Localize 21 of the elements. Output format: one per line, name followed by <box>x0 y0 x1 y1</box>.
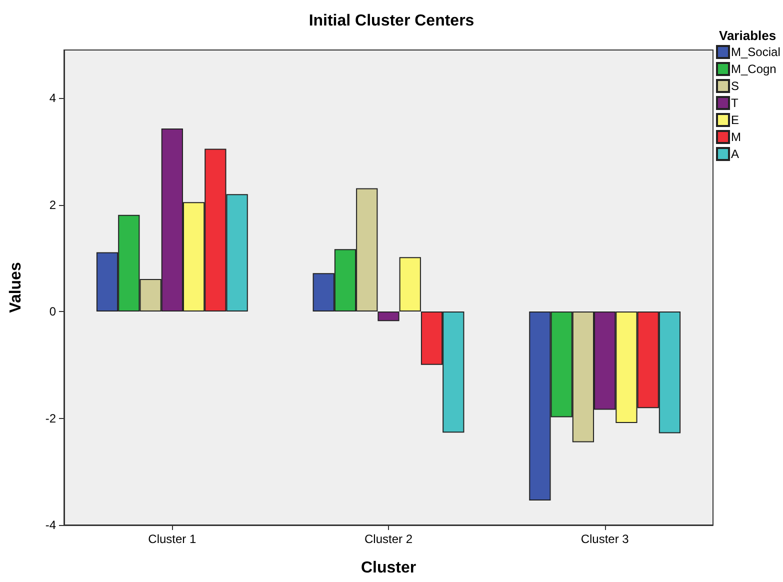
legend-label: M_Social <box>731 45 780 59</box>
legend-label: T <box>731 96 739 110</box>
legend-label: M <box>731 130 741 144</box>
x-tick-label: Cluster 1 <box>148 532 196 546</box>
legend-title: Variables <box>719 28 776 43</box>
bar <box>378 312 400 322</box>
x-tick-label: Cluster 2 <box>364 532 413 546</box>
x-axis-title: Cluster <box>360 560 416 576</box>
bar <box>399 257 421 312</box>
legend-label: S <box>731 79 740 93</box>
y-tick-label: 4 <box>49 91 56 106</box>
legend-label: A <box>731 147 740 161</box>
legend-label: M_Cogn <box>731 62 776 76</box>
legend-label: E <box>731 113 740 127</box>
x-tick-label: Cluster 3 <box>580 532 630 546</box>
y-axis-title: Values <box>8 262 24 313</box>
y-tick-label: -2 <box>45 411 56 426</box>
y-tick-label: 0 <box>49 304 56 319</box>
y-tick-label: -4 <box>45 518 56 532</box>
chart-title: Initial Cluster Centers <box>308 12 474 30</box>
y-tick-label: 2 <box>49 198 56 212</box>
